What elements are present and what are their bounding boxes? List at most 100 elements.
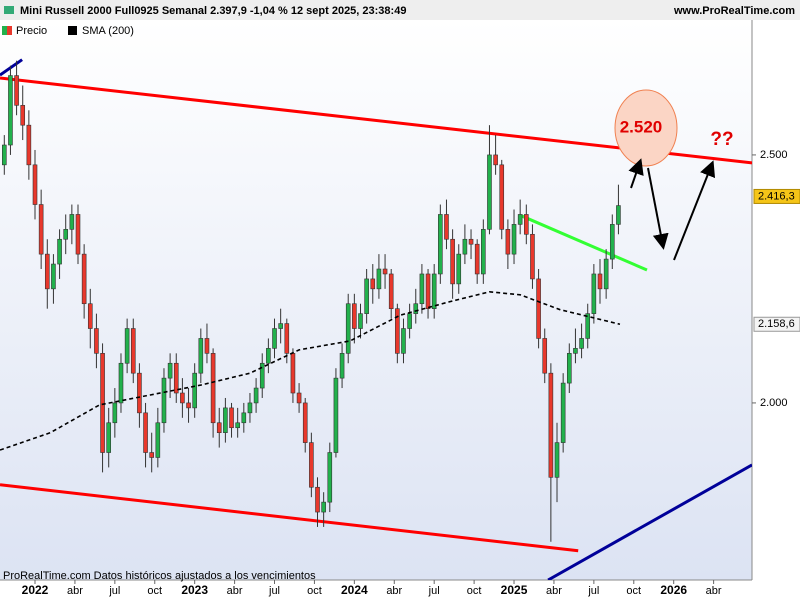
candle-body <box>130 328 136 374</box>
candle-body <box>370 278 376 290</box>
arrow <box>647 167 669 250</box>
candle-body <box>499 164 505 230</box>
candle-body <box>272 328 277 349</box>
candle-body <box>14 75 19 106</box>
candle-body <box>524 214 529 235</box>
candle-body <box>241 412 247 424</box>
arrow <box>673 160 716 261</box>
candle-body <box>296 392 302 404</box>
candle-body <box>57 238 62 265</box>
value-label-box <box>753 316 800 332</box>
candle-body <box>339 353 345 379</box>
legend-icon <box>68 26 77 35</box>
candle-body <box>198 338 204 374</box>
candle-body <box>407 313 412 329</box>
candle-body <box>124 328 130 364</box>
candle-body <box>235 422 240 429</box>
candle-body <box>487 154 492 230</box>
annotation: ?? <box>710 129 733 150</box>
candle-body <box>579 338 584 349</box>
candle-body <box>106 422 112 453</box>
candle-body <box>180 392 185 404</box>
candle-body <box>388 273 394 309</box>
annotation: 2.520 <box>620 117 663 136</box>
candle-body <box>493 154 498 166</box>
sma-line <box>0 291 621 451</box>
candle-body <box>517 214 523 225</box>
candle-body <box>597 273 603 290</box>
candle-body <box>560 382 566 443</box>
candle-body <box>94 328 99 354</box>
candle-body <box>438 214 443 275</box>
candle-body <box>315 486 320 513</box>
candle-body <box>309 442 314 488</box>
candle-body <box>462 238 468 255</box>
header-icon <box>4 6 14 14</box>
candle-body <box>609 224 615 260</box>
x-tick-label: 2024 <box>341 583 368 597</box>
y-tick-label: 2.000 <box>760 397 788 409</box>
candle-body <box>229 407 234 429</box>
x-tick-label: jul <box>268 585 280 597</box>
arrow <box>628 158 644 189</box>
candle-body <box>585 313 591 339</box>
price-label-box <box>753 188 800 204</box>
candle-body <box>38 204 44 255</box>
candle-body <box>186 402 191 409</box>
candle-body <box>431 273 437 309</box>
candle-body <box>395 308 400 354</box>
header-bar <box>0 0 800 20</box>
candle-body <box>51 263 56 290</box>
candle-body <box>63 229 69 240</box>
candle-body <box>573 348 578 354</box>
candle-body <box>364 278 369 314</box>
candle-body <box>32 164 38 205</box>
y-tick-label: 2.500 <box>760 149 788 161</box>
candle-body <box>278 323 283 329</box>
candle-body <box>100 353 105 453</box>
candle-body <box>210 353 216 424</box>
x-tick-label: oct <box>626 585 641 597</box>
candle-body <box>155 422 161 458</box>
candle-body <box>284 323 290 354</box>
trend-line <box>0 58 23 77</box>
candle-body <box>511 224 517 255</box>
x-tick-label: abr <box>227 585 243 597</box>
candle-body <box>137 372 142 414</box>
candle-body <box>321 501 326 513</box>
candle-body <box>75 214 81 255</box>
candle-body <box>259 362 265 389</box>
x-tick-label: oct <box>307 585 322 597</box>
candle-body <box>566 353 572 384</box>
candle-body <box>554 442 560 478</box>
candle-body <box>358 313 363 329</box>
candle-body <box>247 402 253 414</box>
x-tick-label: oct <box>147 585 162 597</box>
candle-body <box>44 253 50 290</box>
candle-body <box>591 273 597 314</box>
candle-body <box>192 372 197 409</box>
candle-body <box>290 353 296 394</box>
target-circle <box>614 89 678 167</box>
legend-icon-down <box>7 26 12 35</box>
legend-icon-up <box>2 26 7 35</box>
candle-body <box>536 278 541 339</box>
candle-body <box>450 238 455 285</box>
chart-title: Mini Russell 2000 Full0925 Semanal 2.397… <box>20 5 406 17</box>
candle-body <box>1 144 7 166</box>
trend-line <box>547 463 752 580</box>
candle-body <box>548 372 554 478</box>
candle-body <box>8 75 13 146</box>
candle-body <box>26 124 32 166</box>
x-tick-label: 2023 <box>181 583 208 597</box>
candle-body <box>382 268 388 275</box>
candle-body <box>481 229 486 275</box>
x-tick-label: jul <box>587 585 599 597</box>
x-tick-label: oct <box>467 585 482 597</box>
candle-body <box>69 214 75 230</box>
candle-body <box>419 273 425 305</box>
value-label: 2.158,6 <box>758 318 795 330</box>
candle-body <box>616 205 621 225</box>
candle-body <box>161 377 167 424</box>
